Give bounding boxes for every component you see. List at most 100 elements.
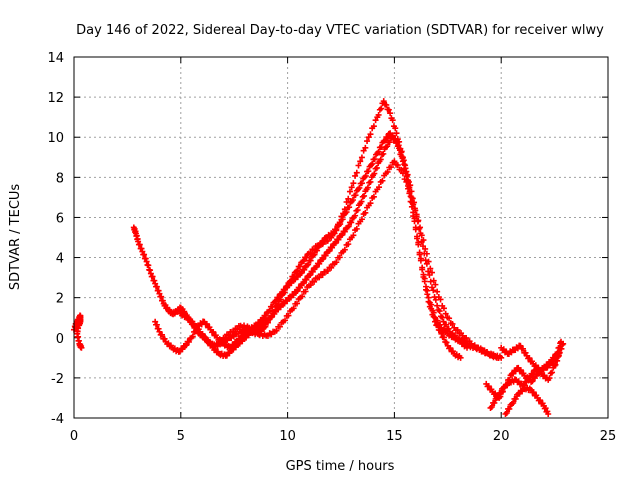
data-point <box>370 123 377 130</box>
data-point <box>326 247 333 254</box>
data-point <box>290 305 297 312</box>
data-point <box>423 250 430 257</box>
data-point <box>553 355 560 362</box>
data-point <box>421 278 428 285</box>
data-point <box>294 288 301 295</box>
data-point <box>78 344 85 351</box>
axis-ticks: 0 5 10 15 20 25 -4 -2 0 2 4 6 8 10 12 14 <box>47 51 616 444</box>
y-tick-label: 10 <box>47 131 64 146</box>
data-point <box>155 325 162 332</box>
data-point <box>506 405 513 412</box>
data-point <box>185 338 192 345</box>
data-point <box>415 217 422 224</box>
data-point <box>391 158 398 165</box>
data-point <box>269 303 276 310</box>
data-point <box>152 318 159 325</box>
data-point <box>284 298 291 305</box>
data-point <box>406 188 413 195</box>
data-point <box>141 251 148 258</box>
data-point <box>370 193 377 200</box>
chart-title: Day 146 of 2022, Sidereal Day-to-day VTE… <box>76 23 604 38</box>
data-point <box>353 169 360 176</box>
data-point <box>300 280 307 287</box>
data-point <box>434 322 441 329</box>
data-point <box>424 291 431 298</box>
data-point <box>149 273 156 280</box>
data-point <box>367 200 374 207</box>
data-point <box>415 241 422 248</box>
data-point <box>560 340 567 347</box>
data-point <box>437 296 444 303</box>
data-point <box>158 293 165 300</box>
y-tick-label: 8 <box>56 171 64 186</box>
data-point <box>153 283 160 290</box>
data-point <box>309 268 316 275</box>
data-point <box>276 323 283 330</box>
data-point <box>410 201 417 208</box>
data-point <box>156 328 163 335</box>
data-point <box>550 358 557 365</box>
data-point <box>345 223 352 230</box>
data-point <box>302 288 309 295</box>
data-point <box>273 298 280 305</box>
data-point <box>434 288 441 295</box>
data-point <box>268 314 275 321</box>
data-point <box>384 168 391 175</box>
data-point <box>275 294 282 301</box>
x-tick-label: 15 <box>386 429 403 444</box>
data-point <box>303 276 310 283</box>
x-tick-label: 5 <box>177 429 185 444</box>
data-point <box>362 144 369 151</box>
y-tick-label: 12 <box>47 91 64 106</box>
data-point <box>457 354 464 361</box>
data-point <box>493 354 500 361</box>
data-point <box>316 260 323 267</box>
data-point <box>277 304 284 311</box>
data-point <box>271 310 278 317</box>
data-point <box>382 137 389 144</box>
data-point <box>159 331 166 338</box>
data-point <box>420 237 427 244</box>
data-point <box>542 405 549 412</box>
data-point <box>387 164 394 171</box>
data-point <box>317 241 324 248</box>
data-point <box>545 410 552 417</box>
data-point <box>151 277 158 284</box>
data-point <box>407 182 414 189</box>
data-point <box>234 326 241 333</box>
data-point <box>303 254 310 261</box>
data-point <box>293 300 300 307</box>
data-point <box>471 342 478 349</box>
data-point <box>353 207 360 214</box>
data-point <box>504 382 511 389</box>
data-point <box>205 338 212 345</box>
data-point <box>379 177 386 184</box>
data-point <box>279 290 286 297</box>
data-point <box>341 246 348 253</box>
data-point <box>519 345 526 352</box>
data-point <box>425 258 432 265</box>
y-tick-label: 14 <box>47 51 64 66</box>
series-arc-8 <box>498 340 567 374</box>
data-point <box>430 277 437 284</box>
y-axis-label: SDTVAR / TECUs <box>8 184 23 291</box>
data-point <box>330 229 337 236</box>
data-point <box>333 226 340 233</box>
data-point <box>350 180 357 187</box>
data-point <box>428 305 435 312</box>
data-point <box>369 160 376 167</box>
data-point <box>440 318 447 325</box>
data-point <box>371 170 378 177</box>
data-point <box>552 361 559 368</box>
data-point <box>341 228 348 235</box>
data-point <box>365 168 372 175</box>
data-point <box>372 165 379 172</box>
data-point <box>139 248 146 255</box>
data-point <box>345 241 352 248</box>
data-point <box>357 158 364 165</box>
data-point <box>530 389 537 396</box>
data-point <box>428 269 435 276</box>
data-point <box>339 216 346 223</box>
data-point <box>353 225 360 232</box>
data-point <box>517 367 524 374</box>
